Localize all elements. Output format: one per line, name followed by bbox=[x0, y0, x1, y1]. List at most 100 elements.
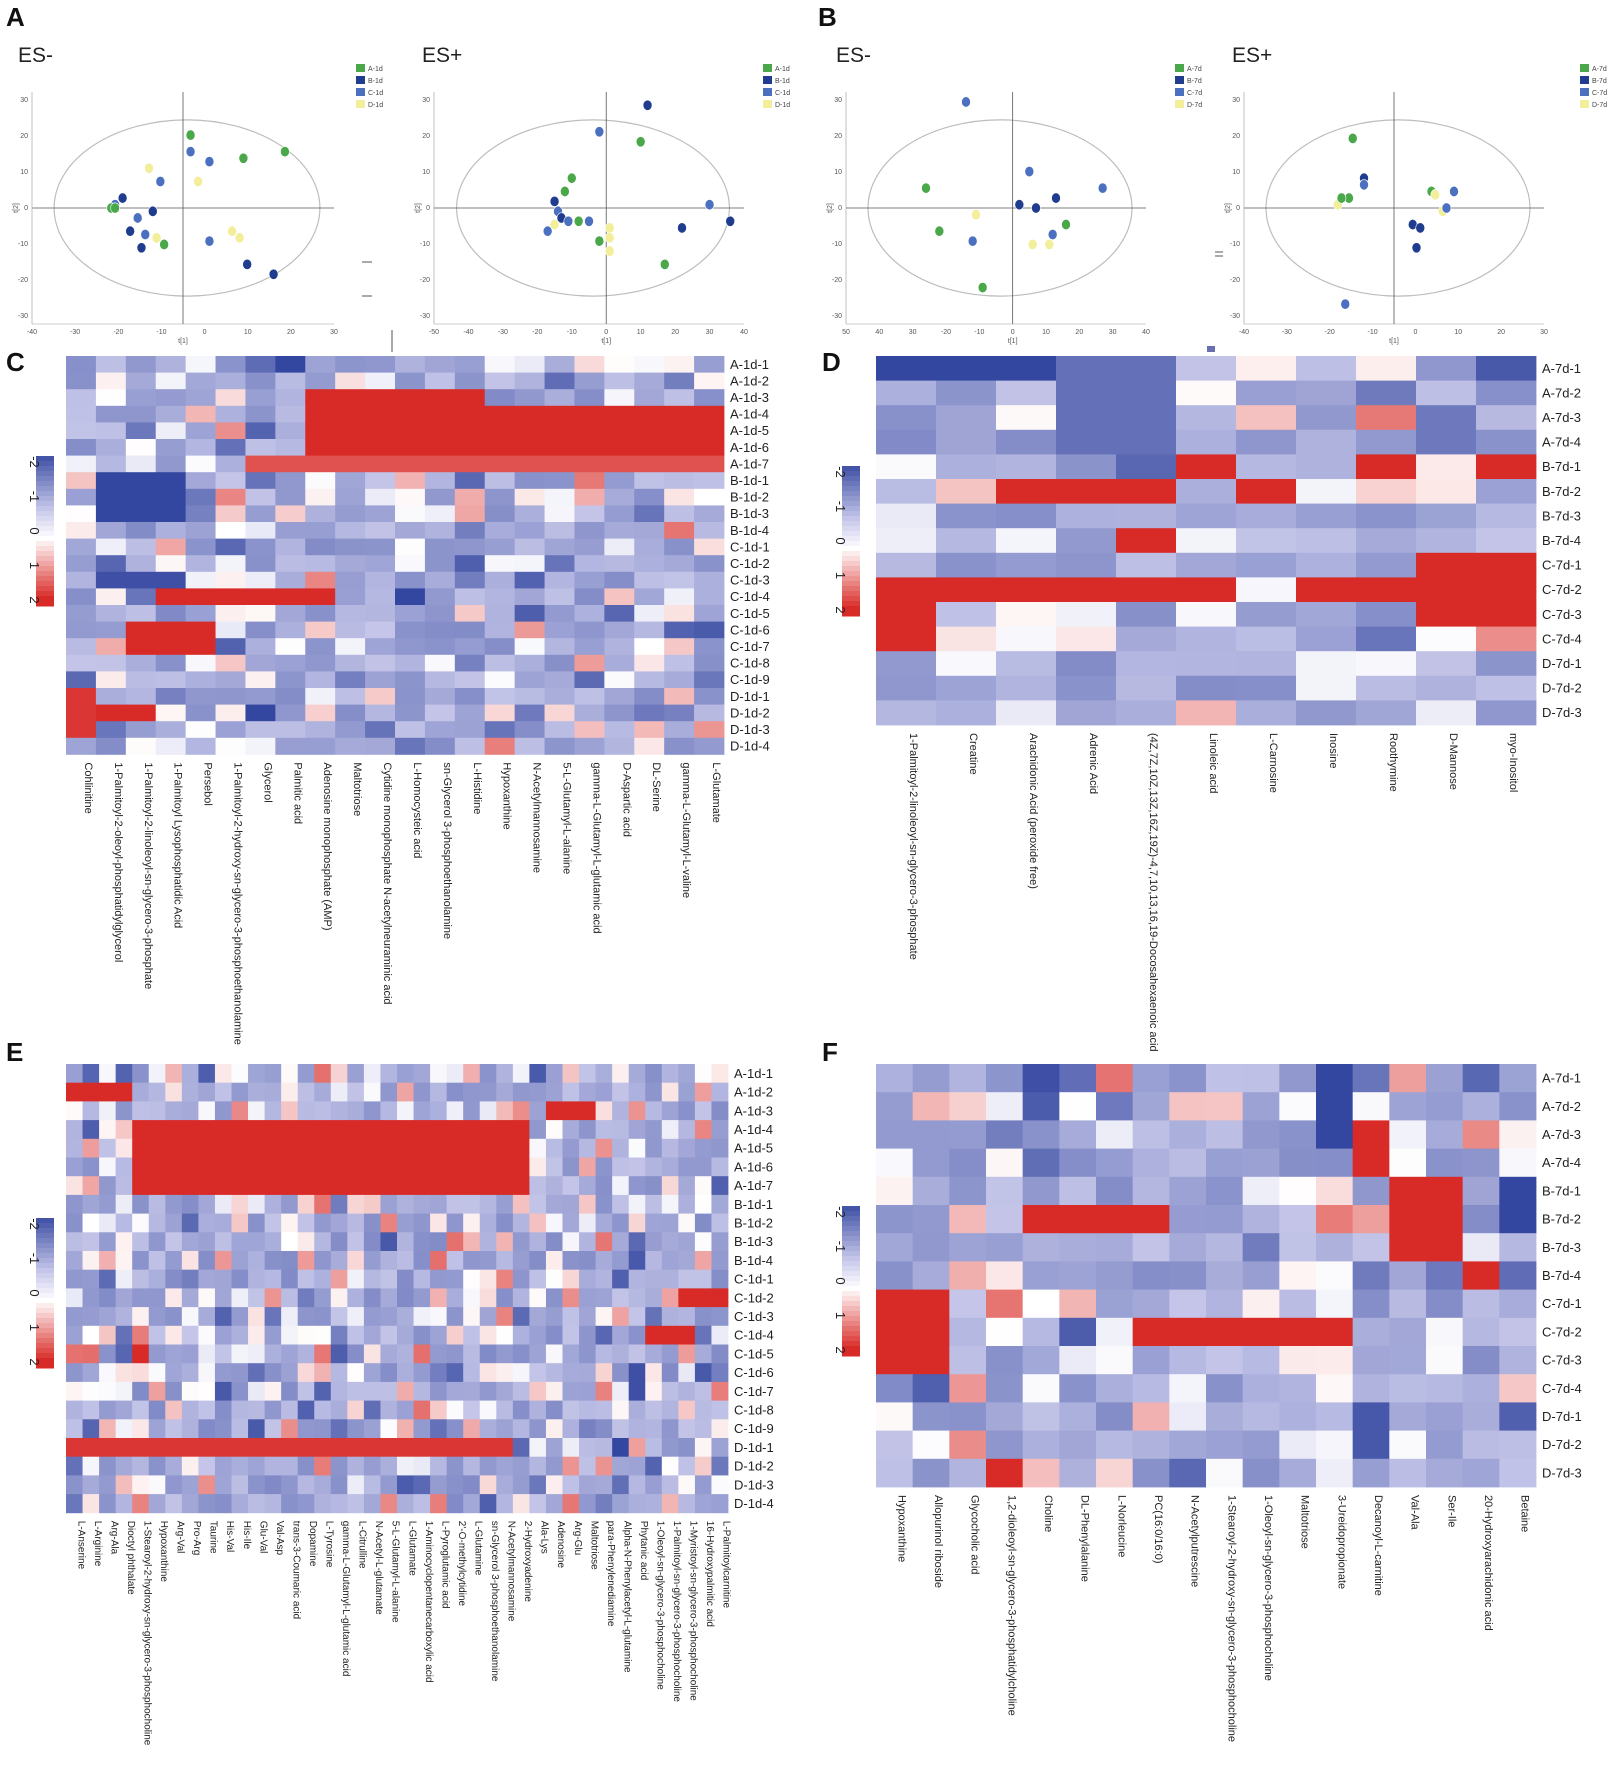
scatter-point bbox=[125, 225, 135, 237]
y-tick-label: 0 bbox=[1236, 205, 1240, 212]
heatmap-cell bbox=[1169, 1176, 1207, 1206]
heatmap-cell bbox=[628, 1438, 646, 1458]
heatmap-cell bbox=[514, 505, 545, 523]
y-tick-label: -20 bbox=[832, 277, 842, 284]
heatmap-cell bbox=[214, 1082, 232, 1102]
heatmap-cell bbox=[1426, 1402, 1464, 1431]
heatmap-cell bbox=[1356, 651, 1417, 677]
heatmap-cell bbox=[1206, 1261, 1244, 1290]
heatmap-cell bbox=[678, 1082, 696, 1102]
heatmap-cell bbox=[1116, 700, 1177, 726]
heatmap-cell bbox=[347, 1138, 365, 1158]
heatmap-cell bbox=[132, 1194, 150, 1214]
heatmap-cell bbox=[245, 571, 276, 589]
heatmap-cell bbox=[936, 528, 997, 554]
heatmap-cell bbox=[424, 389, 456, 407]
heatmap-cell bbox=[446, 1400, 464, 1420]
heatmap-cell bbox=[132, 1251, 150, 1271]
heatmap-cell bbox=[694, 671, 725, 689]
heatmap-cell bbox=[529, 1438, 547, 1458]
row-label: A-1d-3 bbox=[730, 390, 769, 405]
heatmap-cell bbox=[66, 1120, 83, 1140]
heatmap-cell bbox=[395, 472, 426, 490]
heatmap-cell bbox=[1176, 356, 1237, 381]
heatmap-cell bbox=[936, 405, 997, 431]
color-scale-step bbox=[36, 506, 54, 512]
heatmap-cell bbox=[231, 1251, 249, 1271]
heatmap-cell bbox=[996, 626, 1057, 652]
legend-swatch bbox=[763, 100, 772, 108]
heatmap-cell bbox=[612, 1400, 630, 1420]
legend-swatch bbox=[1175, 100, 1184, 108]
heatmap-cell bbox=[1059, 1064, 1097, 1093]
x-tick-label: 10 bbox=[637, 329, 645, 336]
heatmap-cell bbox=[562, 1120, 580, 1140]
heatmap-cell bbox=[380, 1251, 398, 1271]
heatmap-cell bbox=[544, 356, 575, 373]
heatmap-cell bbox=[363, 1251, 381, 1271]
heatmap-cell bbox=[694, 455, 725, 473]
heatmap-cell bbox=[479, 1344, 497, 1364]
heatmap-cell bbox=[155, 588, 187, 606]
heatmap-cell bbox=[1316, 1430, 1354, 1460]
color-scale-step bbox=[842, 476, 860, 482]
heatmap-cell bbox=[694, 389, 725, 407]
x-tick-label: 40 bbox=[740, 329, 748, 336]
color-scale-step bbox=[842, 1216, 860, 1222]
heatmap-cell bbox=[579, 1494, 596, 1514]
heatmap-cell bbox=[1116, 675, 1177, 701]
heatmap-cell bbox=[198, 1157, 216, 1177]
heatmap-cell bbox=[479, 1288, 497, 1308]
heatmap-cell bbox=[1462, 1402, 1500, 1431]
heatmap-cell bbox=[305, 439, 336, 456]
heatmap-cell bbox=[148, 1138, 166, 1158]
heatmap-cell bbox=[245, 439, 276, 456]
heatmap-cell bbox=[365, 422, 396, 440]
heatmap-cell bbox=[215, 405, 246, 423]
scatter-point bbox=[594, 126, 605, 138]
heatmap-cell bbox=[215, 488, 246, 506]
heatmap-cell bbox=[678, 1064, 696, 1084]
y-tick-label: 20 bbox=[834, 133, 842, 140]
heatmap-cell bbox=[413, 1251, 431, 1271]
heatmap-cell bbox=[115, 1344, 133, 1364]
heatmap-cell bbox=[1476, 356, 1537, 381]
heatmap-cell bbox=[1316, 1092, 1354, 1121]
color-scale-step bbox=[842, 466, 860, 472]
heatmap-cell bbox=[876, 1346, 914, 1375]
heatmap-cell bbox=[514, 422, 545, 440]
heatmap-cell bbox=[281, 1194, 299, 1214]
heatmap-cell bbox=[365, 372, 396, 390]
heatmap-cell bbox=[1206, 1092, 1244, 1121]
heatmap-cell bbox=[1416, 380, 1477, 406]
heatmap-cell bbox=[1206, 1205, 1244, 1234]
heatmap-cell bbox=[125, 522, 157, 539]
heatmap-cell bbox=[634, 605, 665, 622]
heatmap-cell bbox=[99, 1344, 117, 1364]
heatmap-cell bbox=[996, 651, 1057, 677]
heatmap-cell bbox=[1056, 405, 1117, 431]
heatmap-cell bbox=[95, 522, 127, 539]
heatmap-cell bbox=[198, 1194, 216, 1214]
panel-letter-d: D bbox=[822, 347, 841, 377]
heatmap-cell bbox=[335, 372, 366, 390]
scatter-point bbox=[1051, 192, 1061, 204]
heatmap-cell bbox=[430, 1381, 448, 1401]
heatmap-cell bbox=[1462, 1458, 1500, 1488]
scatter-point bbox=[1044, 238, 1055, 250]
heatmap-cell bbox=[148, 1381, 166, 1401]
heatmap-cell bbox=[95, 588, 127, 606]
heatmap-cell bbox=[484, 555, 516, 573]
heatmap-cell bbox=[694, 1456, 712, 1476]
heatmap-cell bbox=[1132, 1374, 1170, 1403]
heatmap-cell bbox=[936, 429, 997, 455]
heatmap-cell bbox=[380, 1307, 398, 1327]
heatmap-cell bbox=[562, 1232, 580, 1252]
column-label: Ser-Ile bbox=[1445, 1495, 1457, 1527]
heatmap-cell bbox=[664, 588, 695, 606]
heatmap-cell bbox=[664, 472, 695, 490]
heatmap-cell bbox=[876, 1233, 914, 1262]
heatmap-cell bbox=[1236, 602, 1297, 627]
color-scale-step bbox=[36, 1248, 54, 1254]
heatmap-cell bbox=[574, 571, 605, 589]
